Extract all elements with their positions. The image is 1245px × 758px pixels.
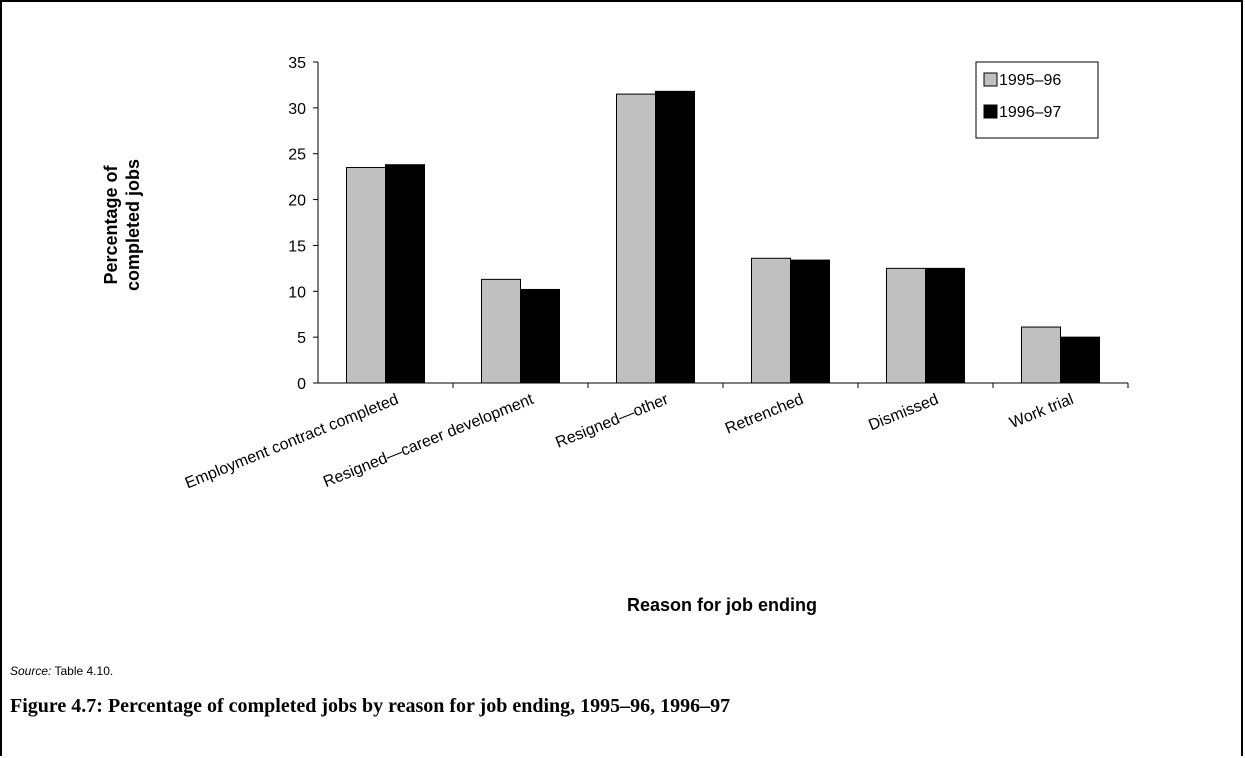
x-tick-label: Employment contract completed <box>183 391 401 492</box>
bar <box>616 93 656 384</box>
y-tick-label: 0 <box>297 376 306 393</box>
x-tick-label: Resigned—career development <box>321 391 537 491</box>
y-tick-label: 20 <box>288 193 306 210</box>
source-text: Table 4.10. <box>54 664 114 678</box>
bar <box>1060 336 1100 384</box>
bar <box>481 278 521 384</box>
x-axis-title: Reason for job ending <box>627 595 817 615</box>
x-tick-label: Retrenched <box>723 391 806 438</box>
source-label: Source: <box>10 664 52 678</box>
y-tick-label: 25 <box>288 147 306 164</box>
x-tick-label: Work trial <box>1007 391 1076 432</box>
x-axis-ticks: Employment contract completedResigned—ca… <box>183 391 1076 493</box>
bars <box>346 90 1100 384</box>
bar <box>655 90 695 384</box>
y-tick-label: 5 <box>297 330 306 347</box>
bar <box>346 166 386 384</box>
legend-swatch <box>983 104 998 119</box>
y-axis-title-line-1: Percentage of <box>101 164 121 284</box>
bar <box>520 288 560 384</box>
bar-chart: Percentage of completed jobs 0 5 10 15 20 25 3… <box>101 55 1129 615</box>
y-tick-label: 15 <box>288 238 306 255</box>
bar <box>1021 326 1061 384</box>
bar <box>925 267 965 384</box>
legend-swatch <box>983 72 998 87</box>
axes <box>313 61 1129 388</box>
x-tick-label: Resigned—other <box>553 391 671 452</box>
bar <box>790 259 830 384</box>
legend-label: 1995–96 <box>999 72 1061 89</box>
bar <box>751 257 791 384</box>
y-tick-label: 30 <box>288 101 306 118</box>
bar <box>886 267 926 384</box>
y-axis-title-line-2: completed jobs <box>123 159 143 291</box>
y-tick-label: 35 <box>288 55 306 72</box>
y-axis-title: Percentage of completed jobs <box>101 159 143 291</box>
legend: 1995–96 1996–97 <box>975 61 1099 139</box>
source-note: Source: Table 4.10. <box>10 664 113 678</box>
y-axis-ticks: 0 5 10 15 20 25 30 35 <box>288 55 306 393</box>
x-tick-label: Dismissed <box>866 391 941 434</box>
y-tick-label: 10 <box>288 284 306 301</box>
figure-caption: Figure 4.7: Percentage of completed jobs… <box>10 695 731 717</box>
bar <box>385 164 425 384</box>
legend-label: 1996–97 <box>999 104 1061 121</box>
